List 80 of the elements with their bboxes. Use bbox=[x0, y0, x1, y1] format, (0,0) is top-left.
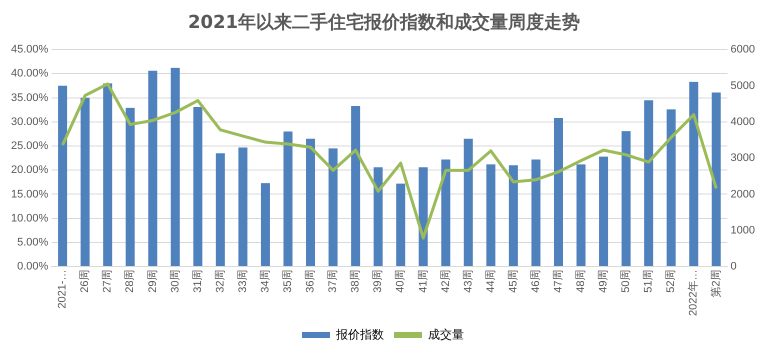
y-tick-label: 0.00% bbox=[17, 260, 49, 273]
bar bbox=[622, 131, 631, 266]
y-tick-label: 10.00% bbox=[10, 212, 49, 224]
bar bbox=[689, 82, 698, 266]
y-tick-label: 25.00% bbox=[10, 140, 49, 152]
y-tick-label: 30.00% bbox=[10, 116, 49, 128]
bar bbox=[464, 138, 473, 266]
x-tick-label: 35周 bbox=[282, 270, 294, 293]
bar bbox=[306, 138, 316, 266]
y2-tick-label: 1000 bbox=[730, 224, 756, 236]
x-tick-label: 第2周 bbox=[710, 270, 722, 298]
x-tick-label: 44周 bbox=[484, 270, 497, 293]
x-tick-label: 43周 bbox=[462, 270, 474, 293]
bar bbox=[170, 68, 180, 266]
bar bbox=[712, 92, 721, 266]
x-tick-label: 48周 bbox=[575, 270, 588, 293]
bar bbox=[418, 167, 428, 266]
bar bbox=[351, 106, 360, 266]
y2-tick-label: 2000 bbox=[730, 188, 756, 200]
y-tick-label: 45.00% bbox=[10, 44, 49, 56]
legend-label: 成交量 bbox=[428, 327, 464, 342]
x-tick-label: 37周 bbox=[327, 270, 340, 293]
x-tick-label: 30周 bbox=[169, 270, 182, 293]
x-tick-label: 29周 bbox=[146, 270, 159, 293]
bar bbox=[441, 160, 450, 266]
y-tick-label: 35.00% bbox=[10, 92, 49, 104]
x-tick-label: 32周 bbox=[214, 270, 226, 293]
bar bbox=[193, 106, 202, 266]
bar bbox=[260, 183, 270, 266]
x-tick-label: 47周 bbox=[552, 270, 565, 293]
x-tick-label: 51周 bbox=[642, 270, 655, 293]
bar bbox=[396, 184, 406, 266]
bar bbox=[238, 147, 248, 266]
chart-title: 2021年以来二手住宅报价指数和成交量周度走势 bbox=[186, 11, 582, 34]
x-tick-label: 42周 bbox=[440, 270, 452, 293]
x-tick-label: 34周 bbox=[259, 270, 272, 293]
y2-tick-label: 4000 bbox=[730, 116, 756, 128]
bar bbox=[283, 132, 292, 266]
x-tick-label: 46周 bbox=[530, 270, 542, 293]
x-tick-label: 36周 bbox=[304, 270, 317, 293]
y-tick-label: 40.00% bbox=[10, 68, 49, 80]
y-tick-label: 5.00% bbox=[17, 236, 49, 248]
x-tick-label: 41周 bbox=[417, 270, 430, 293]
x-tick-label: 33周 bbox=[236, 270, 249, 293]
x-tick-label: 28周 bbox=[124, 270, 136, 293]
bar bbox=[644, 100, 654, 266]
bar bbox=[374, 167, 383, 266]
bar bbox=[599, 156, 608, 266]
x-tick-label: 50周 bbox=[620, 270, 632, 293]
y-tick-label: 15.00% bbox=[10, 188, 49, 200]
bar bbox=[508, 165, 518, 266]
x-tick-label: 2022年… bbox=[688, 270, 700, 316]
bar bbox=[126, 108, 135, 266]
bar bbox=[216, 153, 225, 266]
bar bbox=[328, 148, 338, 266]
bar bbox=[531, 160, 540, 266]
bar bbox=[148, 70, 158, 266]
x-tick-label: 40周 bbox=[394, 270, 407, 293]
bar bbox=[486, 164, 496, 266]
x-tick-label: 38周 bbox=[350, 270, 362, 293]
y2-tick-label: 5000 bbox=[730, 80, 756, 92]
y2-tick-label: 3000 bbox=[730, 152, 756, 164]
x-tick-label: 26周 bbox=[79, 270, 92, 293]
y-tick-label: 20.00% bbox=[10, 164, 49, 176]
bar bbox=[666, 109, 676, 266]
y2-tick-label: 6000 bbox=[730, 44, 756, 56]
legend-label: 报价指数 bbox=[335, 327, 384, 342]
bar bbox=[58, 86, 68, 266]
x-tick-label: 45周 bbox=[507, 270, 520, 293]
x-tick-label: 39周 bbox=[372, 270, 384, 293]
x-tick-label: 2021-… bbox=[56, 270, 69, 309]
x-tick-label: 27周 bbox=[102, 270, 114, 293]
bar bbox=[576, 164, 586, 266]
bar bbox=[103, 83, 112, 266]
x-tick-label: 52周 bbox=[665, 270, 678, 293]
y2-tick-label: 0 bbox=[730, 260, 737, 273]
bar bbox=[554, 118, 563, 266]
bar bbox=[80, 98, 90, 266]
x-tick-label: 49周 bbox=[598, 270, 610, 293]
x-tick-label: 31周 bbox=[192, 270, 204, 293]
